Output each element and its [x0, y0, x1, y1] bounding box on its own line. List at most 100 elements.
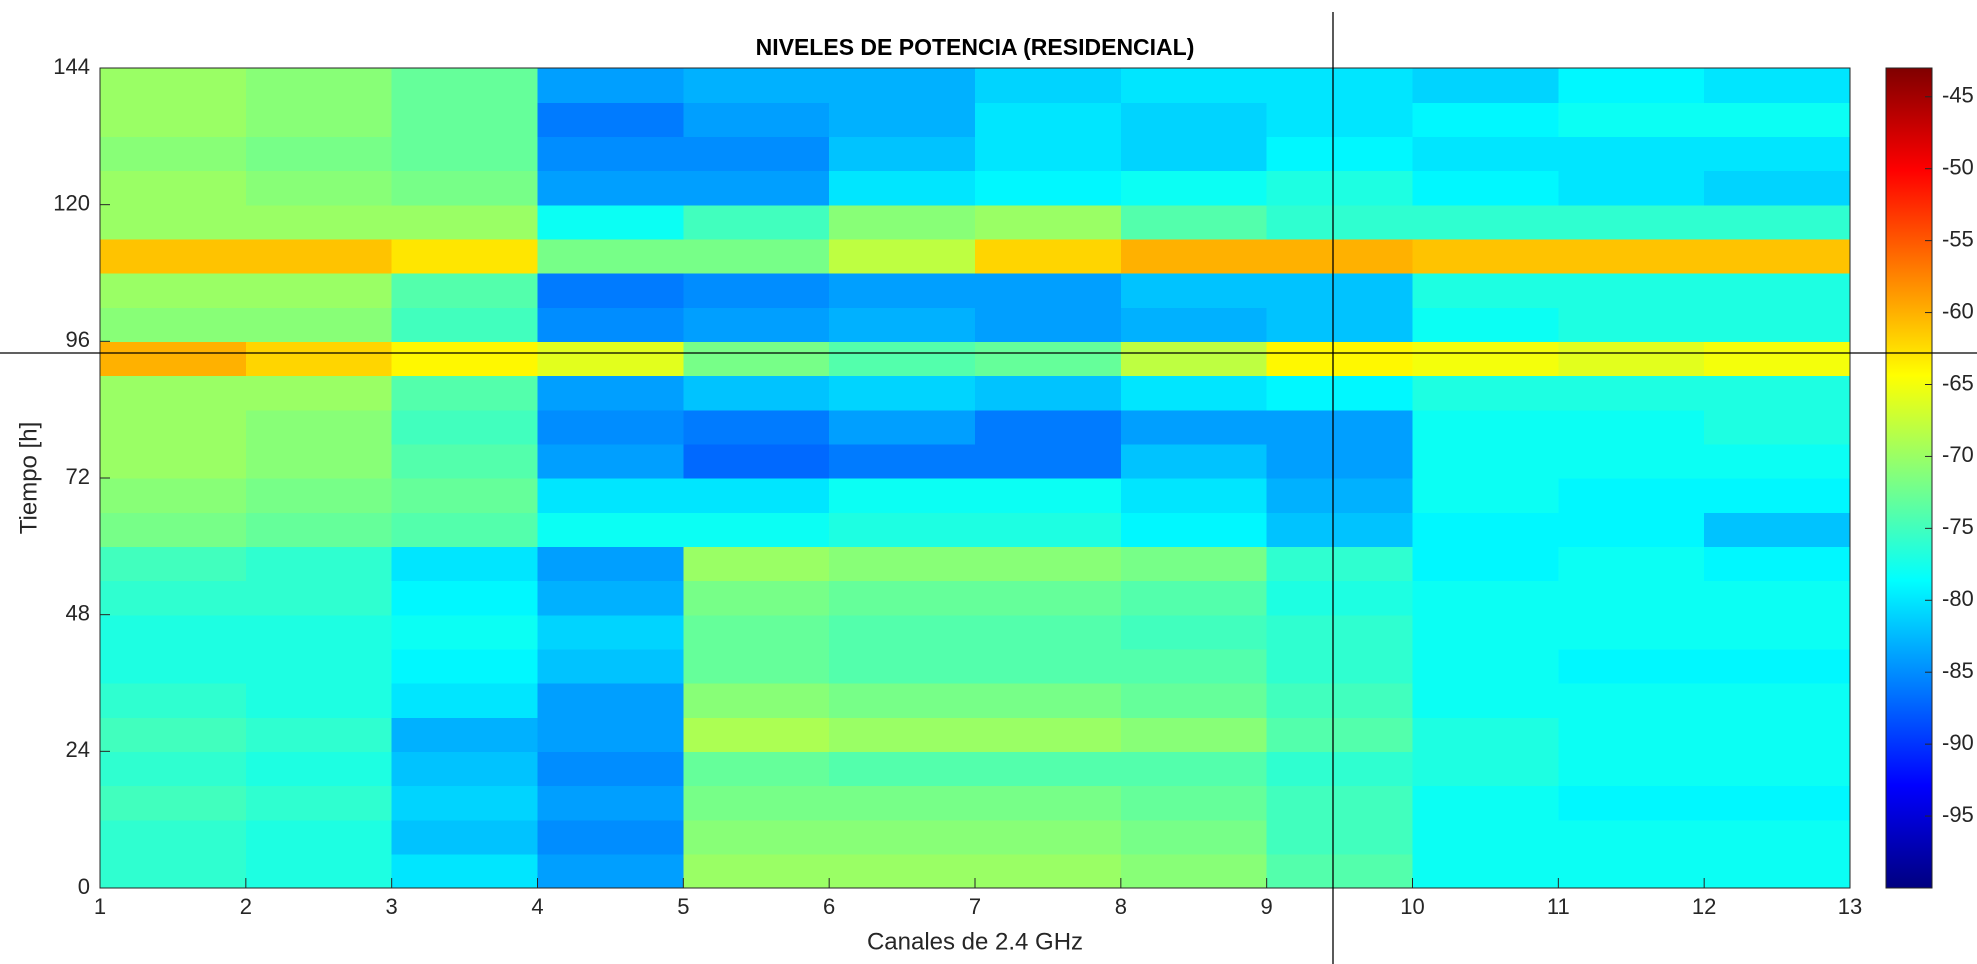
cell — [1412, 580, 1559, 616]
cell — [975, 375, 1122, 411]
cell — [537, 375, 684, 411]
cell — [975, 170, 1122, 206]
cell — [975, 546, 1122, 582]
cell — [975, 751, 1122, 787]
x-tick-label: 10 — [1400, 894, 1424, 919]
cell — [1266, 341, 1414, 377]
colorbar-tick-label: -75 — [1942, 514, 1974, 539]
cell — [1412, 273, 1559, 308]
cell — [829, 273, 976, 308]
cell — [975, 68, 1122, 103]
cell — [1266, 580, 1414, 616]
colorbar-tick-label: -55 — [1942, 226, 1974, 251]
cell — [100, 580, 247, 616]
cell — [537, 785, 684, 821]
cell — [683, 853, 830, 889]
cell — [829, 102, 976, 137]
cell — [1266, 683, 1414, 718]
cell — [391, 238, 539, 274]
cell — [245, 443, 393, 479]
colorbar-tick-label: -90 — [1942, 730, 1974, 755]
heatmap-cells — [100, 68, 1851, 889]
cell — [1704, 785, 1851, 821]
cell — [537, 273, 684, 308]
cell — [391, 375, 539, 411]
cell — [829, 648, 976, 684]
cell — [829, 512, 976, 547]
cell — [1558, 443, 1705, 479]
cell — [1412, 170, 1559, 206]
cell — [245, 546, 393, 582]
cell — [829, 717, 976, 752]
colorbar — [1885, 67, 1933, 889]
cell — [1266, 170, 1414, 206]
cell — [683, 341, 830, 377]
cell — [245, 307, 393, 342]
cell — [100, 683, 247, 718]
cell — [245, 409, 393, 445]
cell — [1266, 785, 1414, 821]
y-tick-label: 96 — [66, 327, 90, 352]
cell — [1704, 853, 1851, 889]
cell — [391, 307, 539, 342]
cell — [245, 580, 393, 616]
cell — [1120, 307, 1268, 342]
cell — [1704, 170, 1851, 206]
cell — [1558, 580, 1705, 616]
cell — [1266, 68, 1414, 103]
cell — [1704, 375, 1851, 411]
cell — [100, 785, 247, 821]
cell — [1266, 204, 1414, 240]
cell — [100, 273, 247, 308]
cell — [1704, 204, 1851, 240]
cell — [537, 102, 684, 137]
cell — [1704, 68, 1851, 103]
cell — [1266, 648, 1414, 684]
cell — [975, 853, 1122, 889]
cell — [1558, 375, 1705, 411]
cell — [1412, 819, 1559, 855]
cell — [1704, 307, 1851, 342]
cell — [245, 614, 393, 650]
cell — [537, 68, 684, 103]
cell — [391, 204, 539, 240]
cell — [1120, 717, 1268, 752]
cell — [829, 853, 976, 889]
cell — [1558, 853, 1705, 889]
cell — [975, 717, 1122, 752]
cell — [100, 751, 247, 787]
x-tick-label: 11 — [1547, 894, 1570, 919]
cell — [1412, 204, 1559, 240]
cell — [245, 273, 393, 308]
cell — [245, 238, 393, 274]
x-tick-label: 9 — [1261, 894, 1273, 919]
colorbar-tick-label: -80 — [1942, 586, 1974, 611]
x-tick-label: 3 — [386, 894, 398, 919]
cell — [683, 273, 830, 308]
cell — [975, 341, 1122, 377]
cell — [1558, 512, 1705, 547]
cell — [100, 853, 247, 889]
cell — [1120, 409, 1268, 445]
y-axis-label: Tiempo [h] — [15, 422, 42, 535]
cell — [100, 546, 247, 582]
cell — [245, 751, 393, 787]
colorbar-tick-label: -60 — [1942, 298, 1974, 323]
cell — [683, 683, 830, 718]
cell — [391, 683, 539, 718]
y-tick-label: 24 — [66, 737, 90, 762]
cell — [391, 614, 539, 650]
cell — [391, 68, 539, 103]
cell — [829, 546, 976, 582]
cell — [100, 614, 247, 650]
cell — [975, 102, 1122, 137]
cell — [537, 341, 684, 377]
cell — [975, 785, 1122, 821]
cell — [1558, 68, 1705, 103]
cell — [975, 273, 1122, 308]
cell — [683, 102, 830, 137]
cell — [100, 136, 247, 172]
cell — [245, 204, 393, 240]
